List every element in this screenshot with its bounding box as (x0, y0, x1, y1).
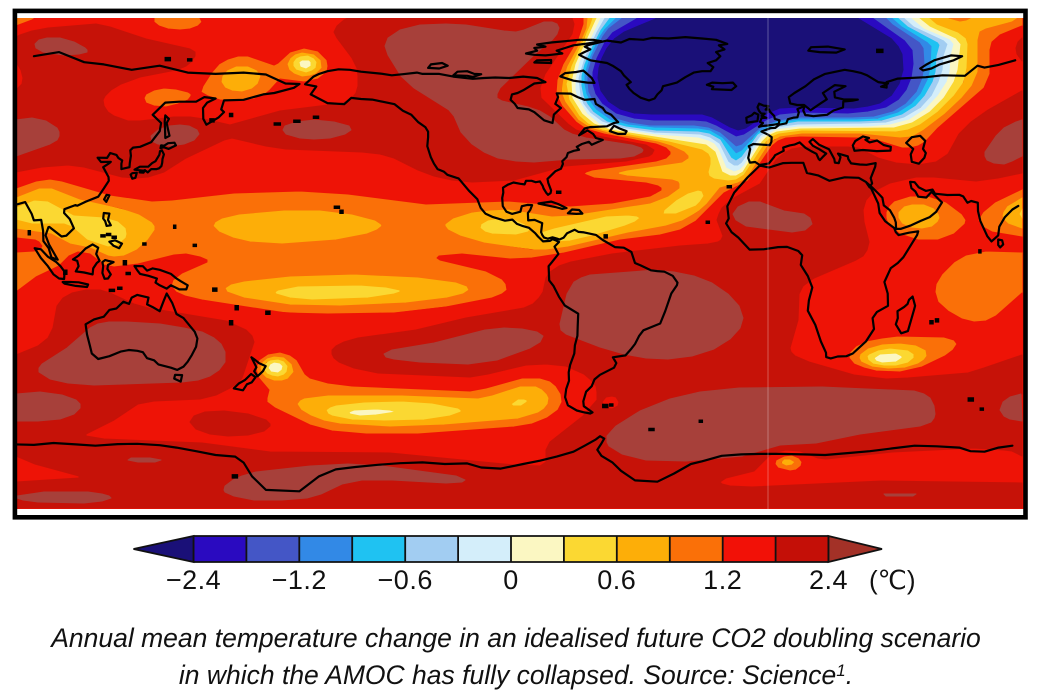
svg-text:−0.6: −0.6 (378, 565, 433, 595)
svg-text:(℃): (℃) (869, 565, 916, 595)
svg-text:−1.2: −1.2 (272, 565, 327, 595)
svg-text:0.6: 0.6 (597, 565, 636, 595)
svg-text:1.2: 1.2 (703, 565, 742, 595)
svg-text:0: 0 (503, 565, 519, 595)
svg-text:−2.4: −2.4 (166, 565, 221, 595)
svg-text:2.4: 2.4 (809, 565, 848, 595)
